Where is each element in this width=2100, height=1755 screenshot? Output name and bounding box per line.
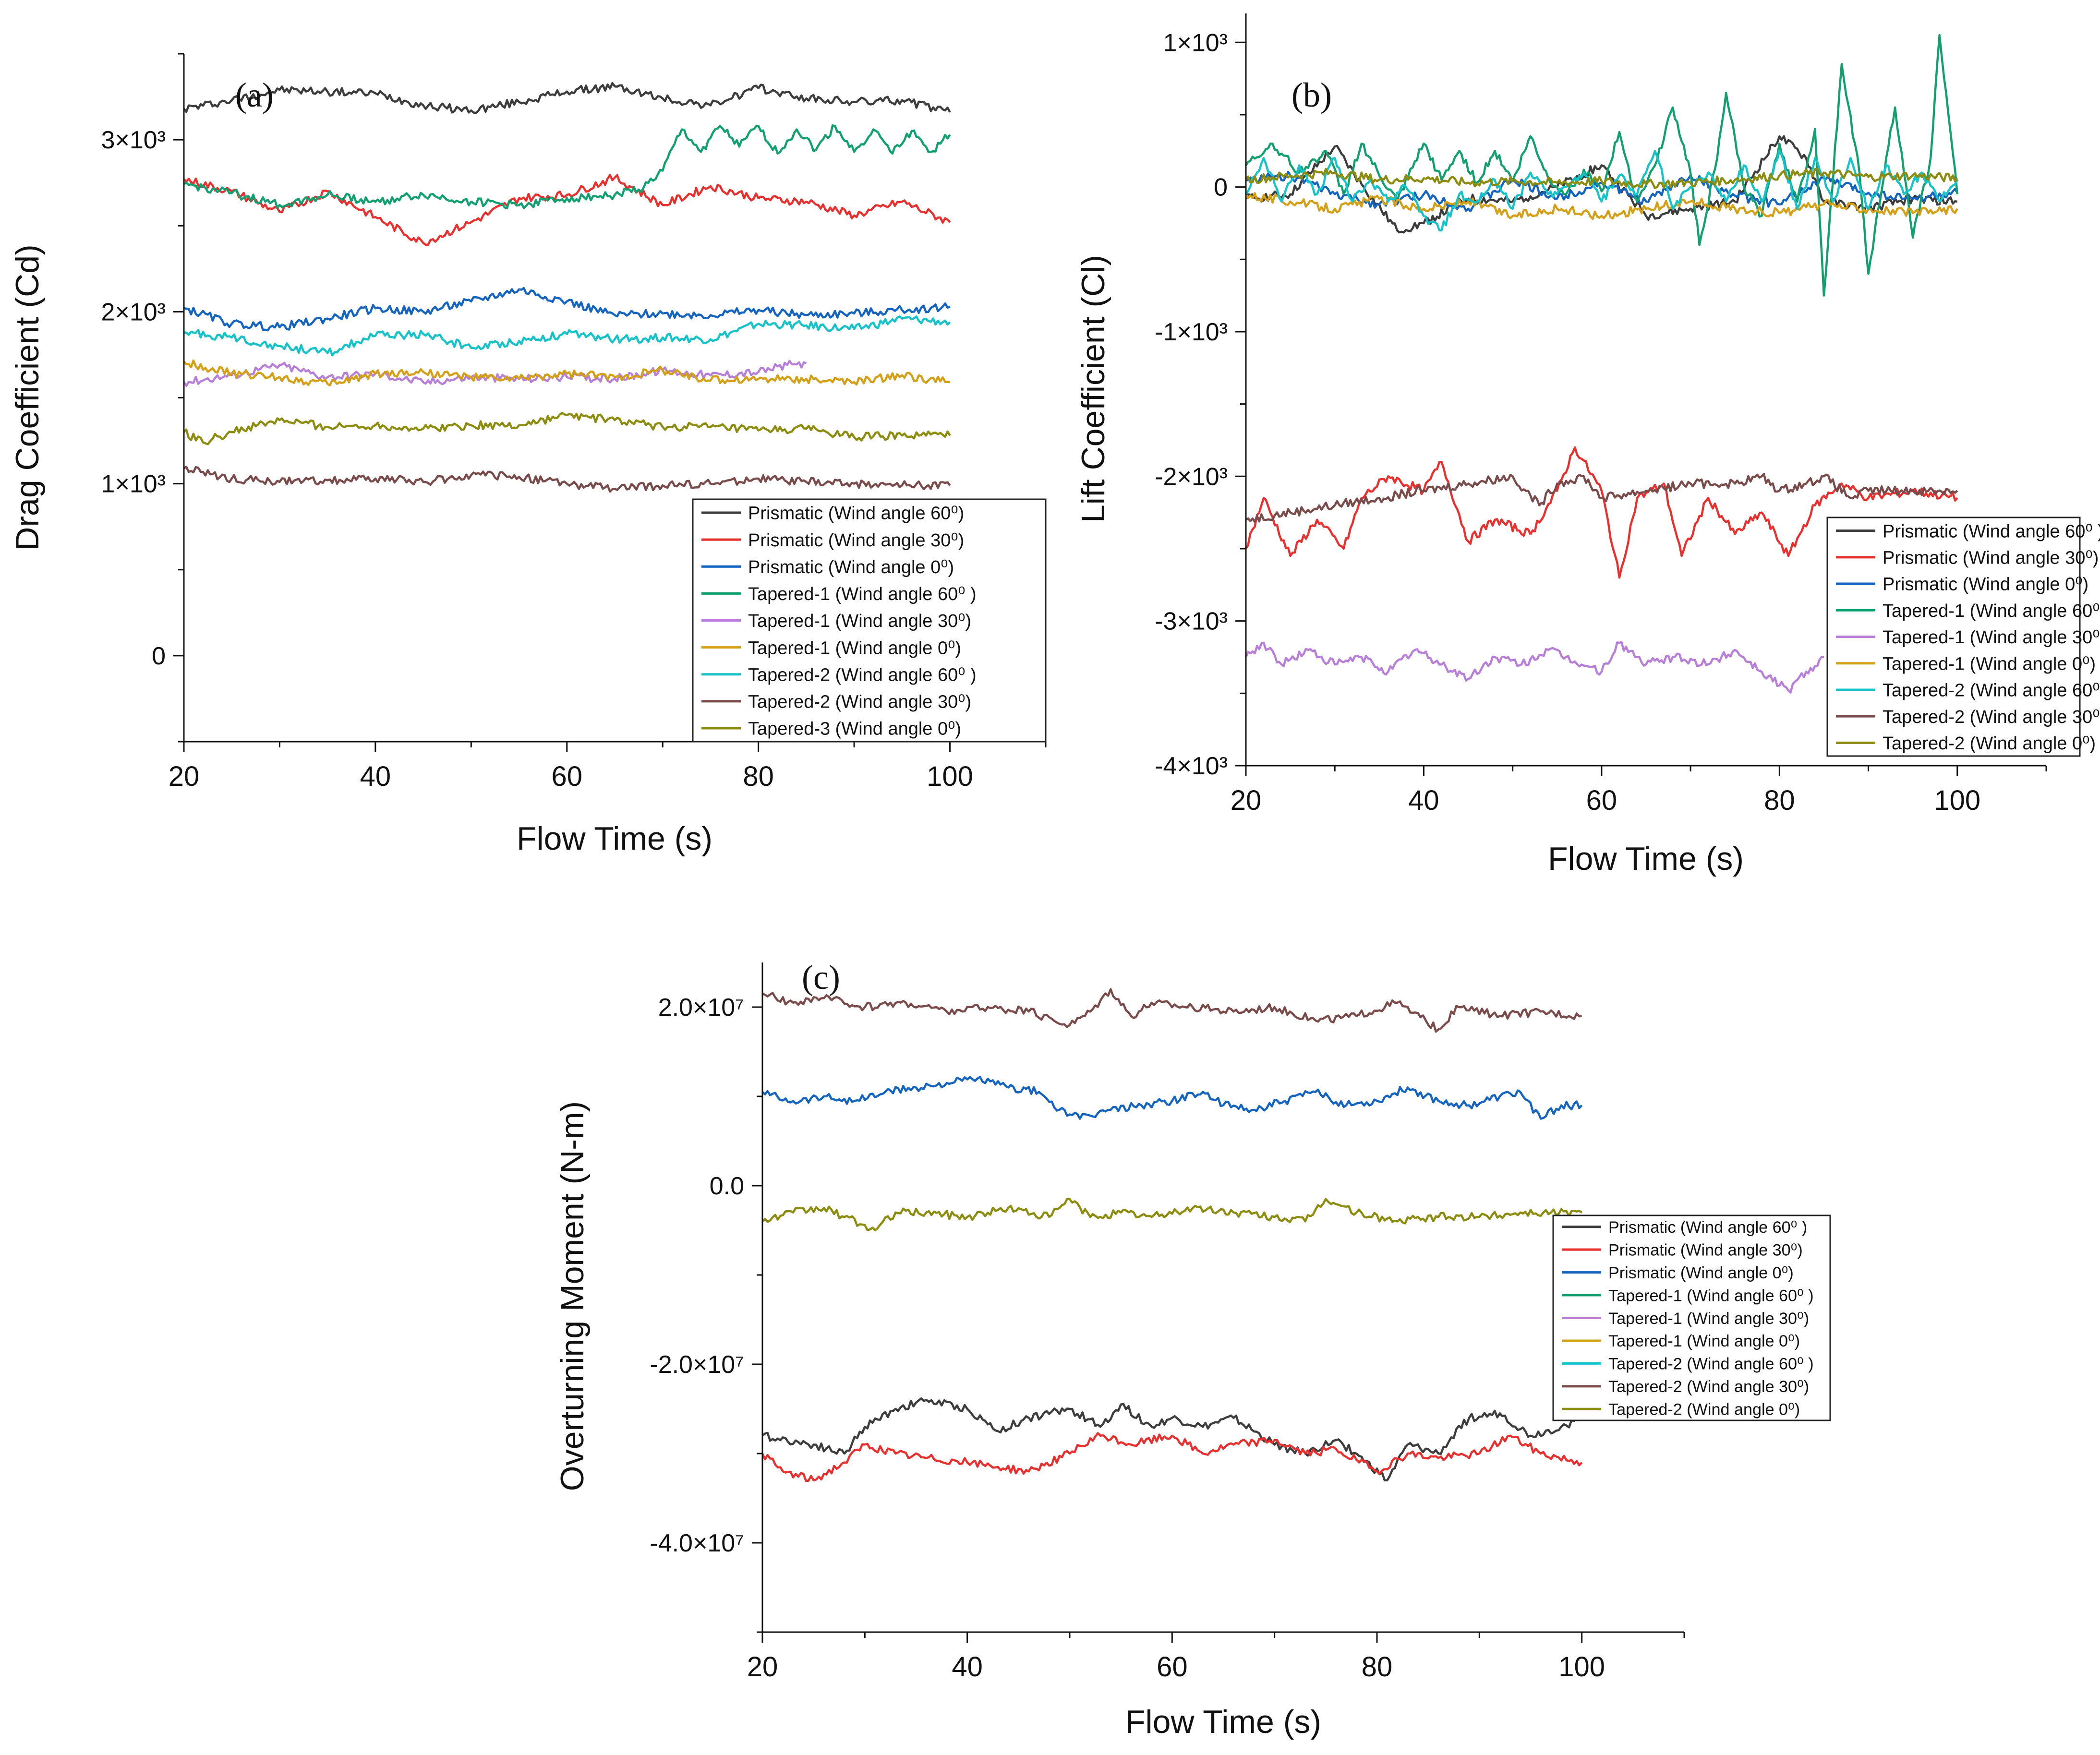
series-line-b-4: [1244, 641, 1824, 694]
x-tick-label: 20: [747, 1651, 778, 1683]
x-tick-label: 100: [927, 761, 973, 792]
legend-entry: Tapered-2 (Wind angle 0⁰): [1883, 733, 2096, 754]
y-tick-label: -2.0×10⁷: [650, 1351, 744, 1379]
y-axis-title: Drag Coefficient (Cd): [9, 244, 46, 550]
series-line-c-2: [761, 1076, 1583, 1120]
y-tick-label: -4×10³: [1155, 752, 1228, 780]
legend-entry: Tapered-2 (Wind angle 60⁰ ): [1608, 1355, 1814, 1373]
x-tick-label: 80: [1362, 1651, 1393, 1683]
series-line-a-8: [183, 412, 951, 445]
legend-entry: Tapered-1 (Wind angle 0⁰): [748, 638, 961, 658]
series-line-b-5: [1245, 192, 1958, 220]
chart-panel-c: 20 40 60 80 100 2.0×10⁷ 0.0 -2.0×10⁷ -4.0×10⁷ Flo…: [554, 958, 1831, 1740]
series-line-a-0: [183, 82, 951, 114]
legend-entry: Prismatic (Wind angle 60⁰ ): [1883, 521, 2100, 541]
x-tick-label: 60: [1586, 785, 1617, 816]
x-axis-title: Flow Time (s): [517, 820, 712, 857]
x-tick-label: 40: [952, 1651, 983, 1683]
x-tick-label: 20: [1231, 785, 1262, 816]
panel-label: (a): [235, 76, 274, 114]
y-tick-label: -2×10³: [1155, 463, 1228, 491]
legend-entry: Prismatic (Wind angle 30⁰): [1608, 1241, 1803, 1259]
legend-entry: Tapered-2 (Wind angle 60⁰): [1883, 681, 2100, 701]
y-tick-label: 3×10³: [101, 126, 166, 154]
legend-entry: Tapered-1 (Wind angle 60⁰ ): [1883, 601, 2100, 621]
x-axis-title: Flow Time (s): [1548, 841, 1744, 877]
series-line-c-8: [761, 1198, 1582, 1232]
legend-entry: Prismatic (Wind angle 60⁰): [748, 504, 964, 524]
series-line-b-3: [1245, 34, 1959, 297]
series-line-a-4: [183, 360, 807, 387]
y-axis-title: Overturning Moment (N-m): [554, 1101, 591, 1491]
legend-entry: Prismatic (Wind angle 0⁰): [1608, 1264, 1794, 1282]
x-tick-label: 60: [1157, 1651, 1188, 1683]
series-line-a-2: [183, 287, 951, 332]
series-line-a-3: [183, 124, 951, 209]
legend-entry: Prismatic (Wind angle 30⁰): [1883, 548, 2099, 568]
legend-entry: Tapered-3 (Wind angle 0⁰): [748, 719, 961, 739]
y-axis-title: Lift Coefficient (Cl): [1075, 255, 1111, 523]
x-tick-label: 80: [1764, 785, 1795, 816]
y-tick-label: 2×10³: [101, 298, 166, 326]
series-line-a-5: [183, 359, 950, 386]
legend-entry: Tapered-1 (Wind angle 60⁰ ): [748, 584, 977, 604]
panel-label: (b): [1291, 76, 1332, 114]
legend-entry: Tapered-2 (Wind angle 30⁰): [748, 692, 971, 712]
x-tick-label: 40: [1408, 785, 1439, 816]
y-tick-label: -1×10³: [1155, 318, 1228, 346]
x-tick-label: 100: [1558, 1651, 1605, 1683]
x-tick-label: 80: [743, 761, 774, 792]
y-tick-label: 0: [1214, 174, 1228, 202]
legend-entry: Tapered-1 (Wind angle 30⁰): [748, 611, 971, 631]
legend-entry: Tapered-2 (Wind angle 60⁰ ): [748, 665, 977, 685]
legend: Prismatic (Wind angle 60⁰ ) Prismatic (Wi…: [1826, 517, 2100, 757]
series-line-a-1: [183, 174, 951, 246]
x-axis-title: Flow Time (s): [1125, 1704, 1321, 1740]
legend-entry: Tapered-2 (Wind angle 30⁰): [1608, 1378, 1809, 1396]
legend: Prismatic (Wind angle 60⁰ ) Prismatic (Wi…: [1552, 1214, 1831, 1421]
y-tick-label: 2.0×10⁷: [658, 994, 744, 1022]
y-tick-label: -3×10³: [1155, 608, 1228, 636]
legend-entry: Prismatic (Wind angle 30⁰): [748, 530, 964, 551]
series-line-c-7: [762, 988, 1582, 1033]
legend-box: [692, 498, 1047, 743]
y-tick-label: 0.0: [710, 1172, 744, 1200]
legend-entry: Tapered-2 (Wind angle 30⁰): [1883, 707, 2100, 727]
series-line-c-0: [761, 1397, 1582, 1482]
series-line-a-6: [183, 315, 951, 357]
series-line-b-7: [1245, 473, 1958, 523]
series-line-b-8: [1245, 168, 1958, 190]
y-tick-label: -4.0×10⁷: [650, 1529, 744, 1557]
chart-panel-a: 20 40 60 80 100 0 1×10³ 2×10³ 3×10³ Flow Time (s)…: [9, 53, 1047, 857]
x-tick-label: 100: [1934, 785, 1980, 816]
legend-entry: Prismatic (Wind angle 0⁰): [1883, 575, 2088, 595]
y-tick-label: 1×10³: [101, 470, 166, 498]
legend-entry: Prismatic (Wind angle 0⁰): [748, 557, 954, 577]
legend-entry: Tapered-2 (Wind angle 0⁰): [1608, 1401, 1800, 1419]
legend-entry: Tapered-1 (Wind angle 30⁰): [1883, 627, 2100, 648]
legend-entry: Prismatic (Wind angle 60⁰ ): [1608, 1218, 1807, 1237]
series-line-c-1: [761, 1432, 1583, 1482]
legend: Prismatic (Wind angle 60⁰) Prismatic (Win…: [692, 498, 1047, 743]
chart-panel-b: 20 40 60 80 100 1×10³ 0 -1×10³ -2×10³ -3×10³ -4×10…: [1075, 13, 2100, 877]
series-line-b-6: [1245, 150, 1958, 232]
x-tick-label: 40: [360, 761, 391, 792]
y-tick-label: 0: [152, 642, 166, 670]
legend-entry: Tapered-1 (Wind angle 30⁰): [1608, 1310, 1809, 1328]
legend-entry: Tapered-1 (Wind angle 60⁰ ): [1608, 1286, 1814, 1305]
series-line-a-7: [183, 466, 951, 493]
panel-label: (c): [802, 958, 840, 997]
legend-entry: Tapered-1 (Wind angle 0⁰): [1608, 1332, 1800, 1350]
y-tick-label: 1×10³: [1163, 29, 1228, 57]
x-tick-label: 60: [552, 761, 583, 792]
x-tick-label: 20: [169, 761, 200, 792]
legend-entry: Tapered-1 (Wind angle 0⁰): [1883, 654, 2096, 674]
